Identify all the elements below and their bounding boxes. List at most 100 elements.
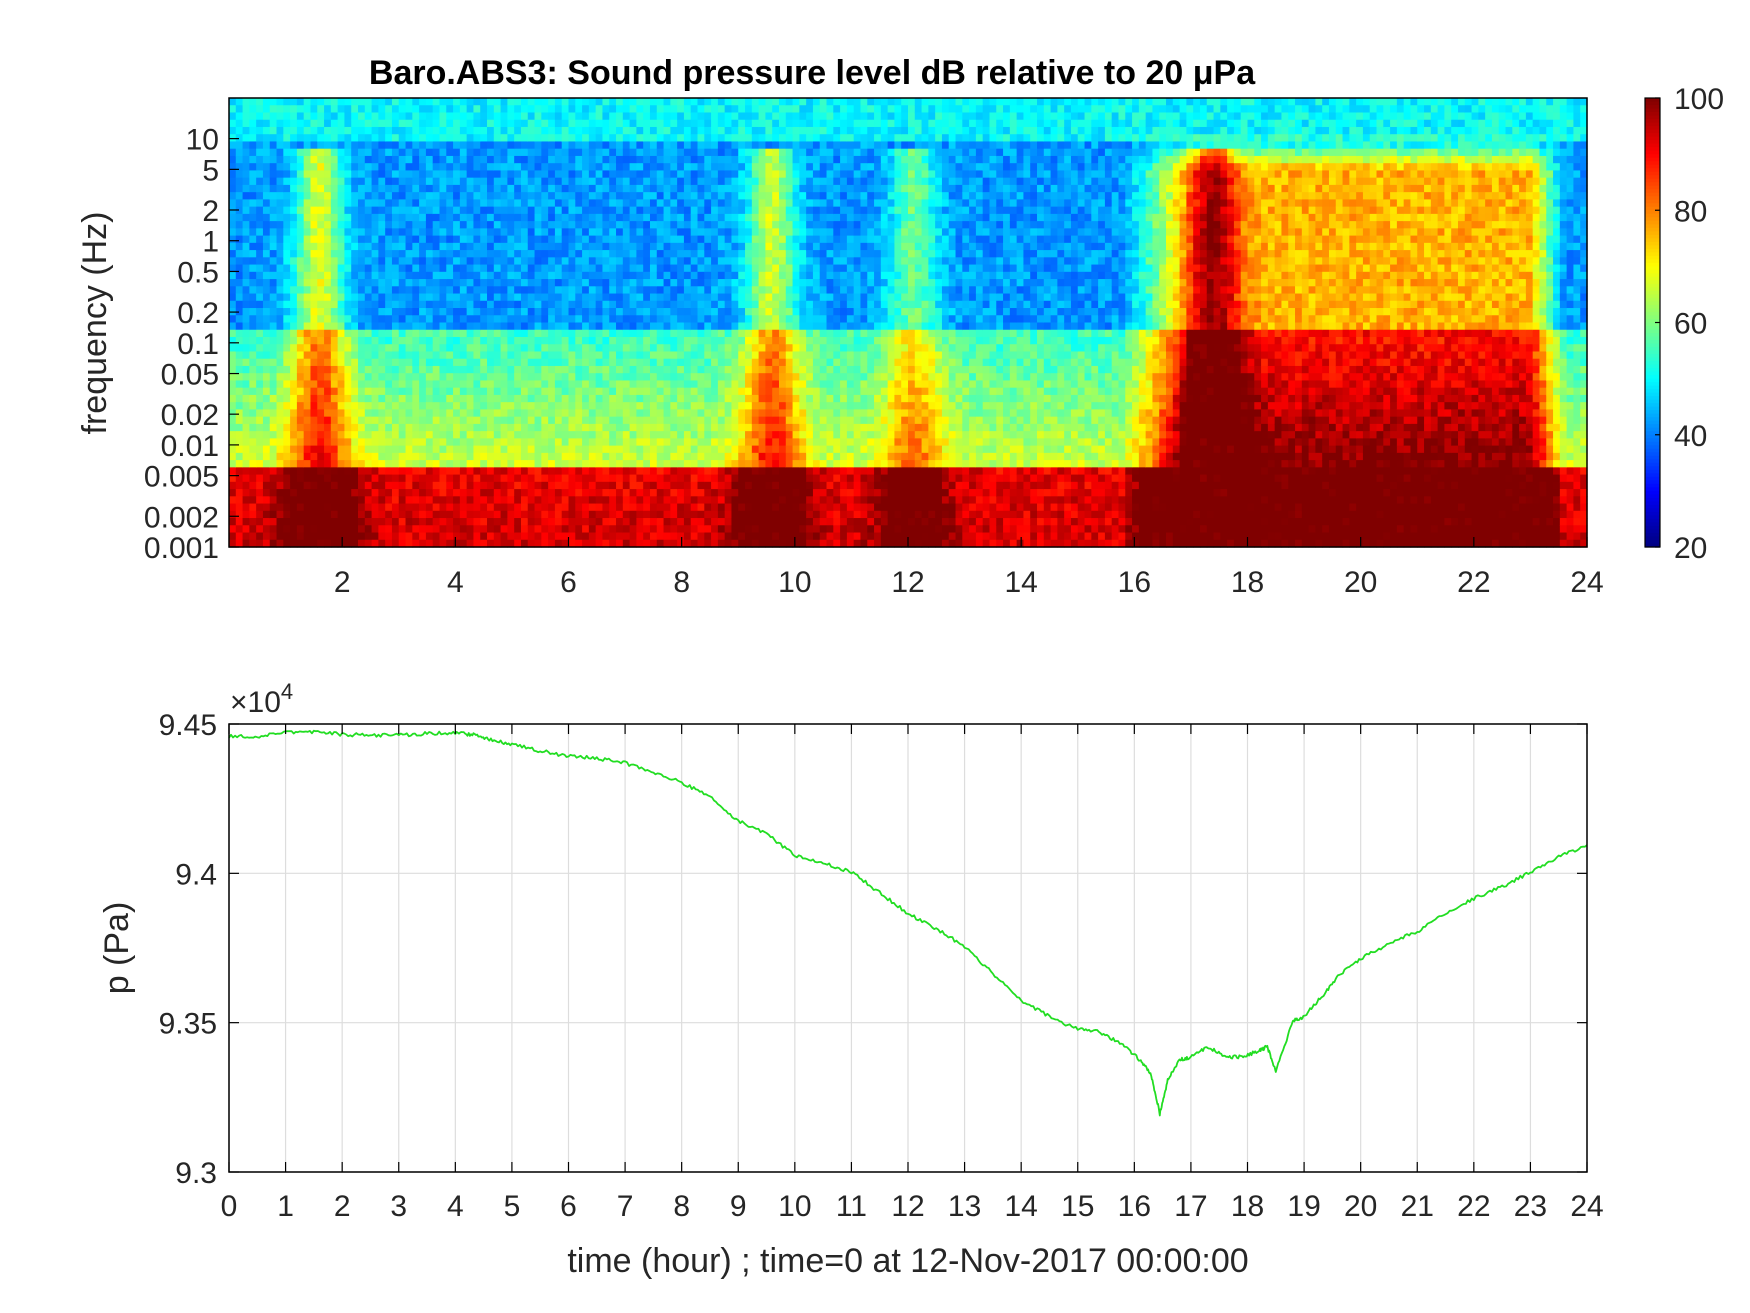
spectrogram-cell <box>507 213 515 222</box>
spectrogram-cell <box>568 481 576 490</box>
spectrogram-cell <box>371 271 379 280</box>
spectrogram-cell <box>582 358 590 367</box>
spectrogram-cell <box>629 409 637 418</box>
spectrogram-cell <box>765 112 773 121</box>
spectrogram-cell <box>398 474 407 483</box>
spectrogram-cell <box>398 402 407 410</box>
spectrogram-cell <box>636 192 644 200</box>
spectrogram-cell <box>636 358 644 367</box>
spectrogram-cell <box>391 539 400 548</box>
spectrogram-cell <box>717 221 726 229</box>
spectrogram-cell <box>690 344 699 353</box>
spectrogram-cell <box>432 308 441 316</box>
spectrogram-cell <box>290 336 298 345</box>
spectrogram-cell <box>582 525 590 534</box>
spectrogram-cell <box>711 250 719 258</box>
spectrogram-cell <box>425 213 434 222</box>
spectrogram-cell <box>643 192 651 200</box>
spectrogram-cell <box>711 503 719 512</box>
spectrogram-cell <box>541 496 549 505</box>
spectrogram-cell <box>330 257 339 266</box>
spectrogram-cell <box>520 134 529 143</box>
spectrogram-cell <box>561 192 570 200</box>
spectrogram-cell <box>616 300 624 309</box>
spectrogram-cell <box>419 539 427 548</box>
spectrogram-cell <box>514 177 522 186</box>
spectrogram-cell <box>758 336 767 345</box>
spectrogram-cell <box>337 460 346 468</box>
spectrogram-cell <box>419 300 427 309</box>
spectrogram-cell <box>595 192 604 200</box>
spectrogram-cell <box>745 155 753 164</box>
spectrogram-cell <box>419 467 427 476</box>
spectrogram-cell <box>466 452 475 461</box>
spectrogram-cell <box>358 467 366 476</box>
spectrogram-cell <box>622 445 631 454</box>
spectrogram-cell <box>527 409 536 418</box>
spectrogram-cell <box>588 286 597 295</box>
spectrogram-cell <box>283 170 291 179</box>
spectrogram-cell <box>283 213 291 222</box>
spectrogram-cell <box>731 532 739 541</box>
spectrogram-cell <box>337 221 346 229</box>
spectrogram-cell <box>351 134 359 143</box>
spectrogram-cell <box>670 539 678 548</box>
spectrogram-cell <box>629 257 637 266</box>
spectrogram-cell <box>337 163 346 172</box>
spectrogram-cell <box>609 184 617 193</box>
spectrogram-cell <box>636 525 644 534</box>
spectrogram-cell <box>527 119 536 128</box>
spectrogram-cell <box>697 315 705 324</box>
spectrogram-cell <box>276 438 284 447</box>
spectrogram-cell <box>514 351 522 360</box>
spectrogram-cell <box>677 510 685 519</box>
spectrogram-cell <box>731 322 739 331</box>
spectrogram-cell <box>453 221 461 229</box>
spectrogram-cell <box>656 170 665 179</box>
spectrogram-cell <box>772 105 780 114</box>
spectrogram-cell <box>677 365 685 374</box>
spectrogram-cell <box>636 199 644 208</box>
spectrogram-cell <box>493 431 502 439</box>
spectrogram-cell <box>364 387 373 396</box>
spectrogram-cell <box>296 308 305 316</box>
spectrogram-cell <box>432 228 441 237</box>
spectrogram-cell <box>364 344 373 353</box>
spectrogram-cell <box>330 286 339 295</box>
spectrogram-cell <box>310 344 318 353</box>
spectrogram-cell <box>704 452 712 461</box>
spectrogram-cell <box>276 539 284 548</box>
spectrogram-cell <box>554 264 563 273</box>
spectrogram-cell <box>582 170 590 179</box>
spectrogram-cell <box>344 358 352 367</box>
spectrogram-cell <box>419 228 427 237</box>
spectrogram-cell <box>609 438 617 447</box>
spectrogram-cell <box>690 184 699 193</box>
spectrogram-cell <box>772 206 780 215</box>
spectrogram-cell <box>520 126 529 135</box>
spectrogram-cell <box>466 344 475 353</box>
spectrogram-cell <box>602 177 610 186</box>
spectrogram-cell <box>256 438 264 447</box>
spectrogram-cell <box>643 322 651 331</box>
spectrogram-cell <box>683 221 692 229</box>
spectrogram-cell <box>541 213 549 222</box>
spectrogram-cell <box>643 387 651 396</box>
spectrogram-cell <box>677 452 685 461</box>
spectrogram-cell <box>262 489 271 497</box>
spectrogram-cell <box>425 235 434 244</box>
spectrogram-cell <box>683 510 692 519</box>
spectrogram-cell <box>554 474 563 483</box>
spectrogram-cell <box>419 199 427 208</box>
spectrogram-cell <box>765 365 773 374</box>
spectrogram-cell <box>514 119 522 128</box>
spectrogram-cell <box>772 221 780 229</box>
spectrogram-cell <box>500 358 508 367</box>
spectrogram-cell <box>731 387 739 396</box>
spectrogram-cell <box>622 423 631 432</box>
spectrogram-cell <box>446 416 454 425</box>
spectrogram-cell <box>643 315 651 324</box>
spectrogram-cell <box>616 315 624 324</box>
spectrogram-cell <box>541 510 549 519</box>
spectrogram-cell <box>317 438 325 447</box>
